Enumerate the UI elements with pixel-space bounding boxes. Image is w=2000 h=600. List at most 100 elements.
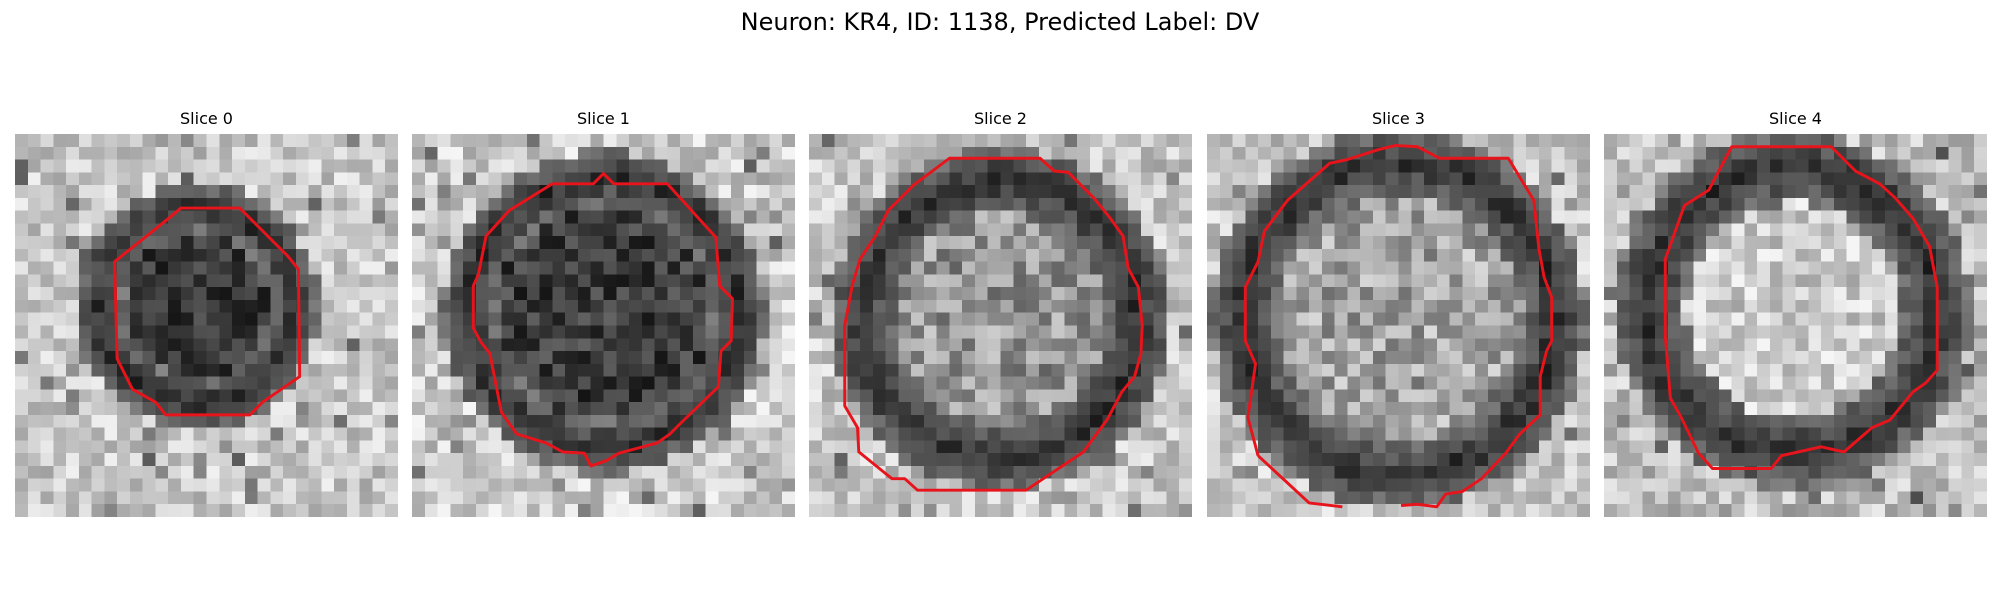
pixel	[1629, 491, 1643, 505]
pixel	[1051, 159, 1065, 173]
pixel	[1744, 274, 1758, 288]
pixel	[911, 465, 925, 479]
pixel	[1321, 172, 1335, 186]
pixel	[1153, 389, 1167, 403]
pixel	[385, 402, 398, 416]
pixel	[1744, 287, 1758, 301]
pixel	[629, 338, 643, 352]
pixel	[1270, 453, 1284, 467]
pixel	[424, 197, 438, 211]
pixel	[1077, 465, 1091, 479]
pixel	[359, 274, 373, 288]
pixel	[193, 299, 207, 313]
pixel	[15, 504, 29, 517]
pixel	[308, 338, 322, 352]
pixel	[1013, 427, 1027, 441]
pixel	[616, 134, 630, 148]
pixel	[1616, 478, 1630, 492]
pixel	[424, 504, 438, 517]
pixel	[78, 363, 92, 377]
pixel	[53, 287, 67, 301]
pixel	[1179, 402, 1192, 416]
pixel	[1436, 427, 1450, 441]
pixel	[1153, 491, 1167, 505]
pixel	[104, 478, 118, 492]
pixel	[1604, 197, 1618, 211]
pixel	[1551, 134, 1565, 148]
pixel	[206, 210, 220, 224]
pixel	[117, 351, 131, 365]
pixel	[1258, 287, 1272, 301]
pixel	[1398, 146, 1412, 160]
pixel	[1961, 465, 1975, 479]
pixel	[1821, 223, 1835, 237]
pixel	[1411, 134, 1425, 148]
pixel	[1436, 389, 1450, 403]
pixel	[450, 236, 464, 250]
pixel	[27, 261, 41, 275]
pixel	[1706, 427, 1720, 441]
pixel	[475, 478, 489, 492]
pixel	[372, 491, 386, 505]
pixel	[1000, 325, 1014, 339]
pixel	[412, 223, 426, 237]
pixel	[1013, 134, 1027, 148]
pixel	[1219, 248, 1233, 262]
pixel	[731, 440, 745, 454]
pixel	[1577, 338, 1590, 352]
pixel	[424, 376, 438, 390]
pixel	[359, 325, 373, 339]
pixel	[1872, 159, 1886, 173]
pixel	[1372, 389, 1386, 403]
pixel	[641, 465, 655, 479]
pixel	[1475, 172, 1489, 186]
pixel	[66, 427, 80, 441]
pixel	[1347, 478, 1361, 492]
pixel	[872, 453, 886, 467]
pixel	[1051, 312, 1065, 326]
pixel	[1296, 236, 1310, 250]
pixel	[1821, 363, 1835, 377]
pixel	[1706, 248, 1720, 262]
pixel	[1051, 210, 1065, 224]
pixel	[1706, 478, 1720, 492]
pixel	[1051, 223, 1065, 237]
pixel	[1436, 402, 1450, 416]
pixel	[334, 159, 348, 173]
pixel	[1270, 312, 1284, 326]
pixel	[463, 185, 477, 199]
pixel	[1296, 414, 1310, 428]
pixel	[743, 338, 757, 352]
pixel	[1961, 351, 1975, 365]
pixel	[1064, 172, 1078, 186]
pixel	[244, 172, 258, 186]
pixel	[463, 440, 477, 454]
pixel	[809, 389, 823, 403]
pixel	[91, 453, 105, 467]
pixel	[91, 389, 105, 403]
pixel	[40, 440, 54, 454]
pixel	[168, 465, 182, 479]
pixel	[923, 427, 937, 441]
pixel	[1538, 299, 1552, 313]
pixel	[1153, 159, 1167, 173]
pixel	[104, 402, 118, 416]
pixel	[1102, 146, 1116, 160]
pixel	[1347, 453, 1361, 467]
pixel	[1859, 299, 1873, 313]
pixel	[821, 414, 835, 428]
pixel	[321, 453, 335, 467]
pixel	[616, 146, 630, 160]
pixel	[1782, 402, 1796, 416]
pixel	[949, 197, 963, 211]
pixel	[104, 134, 118, 148]
pixel	[1051, 453, 1065, 467]
pixel	[1500, 172, 1514, 186]
pixel	[923, 504, 937, 517]
pixel	[526, 312, 540, 326]
pixel	[1321, 134, 1335, 148]
pixel	[809, 312, 823, 326]
pixel	[117, 427, 131, 441]
pixel	[885, 504, 899, 517]
pixel	[385, 491, 398, 505]
